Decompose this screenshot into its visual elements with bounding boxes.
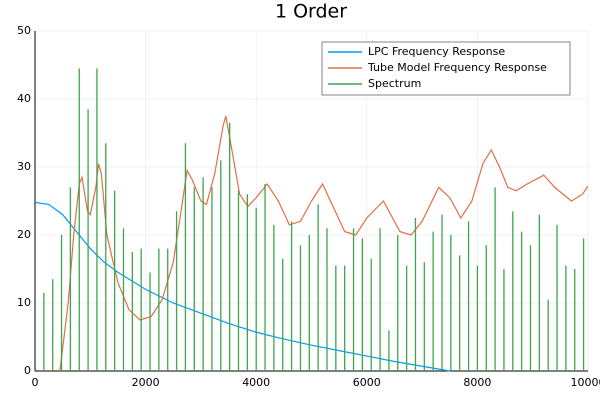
x-tick-label: 8000 <box>463 376 491 389</box>
x-tick-label: 10000 <box>571 376 600 389</box>
y-tick-label: 50 <box>17 24 31 37</box>
y-tick-label: 20 <box>17 228 31 241</box>
chart-title: 1 Order <box>275 1 347 23</box>
x-tick-label: 2000 <box>132 376 160 389</box>
y-tick-label: 0 <box>24 364 31 377</box>
legend-label: Spectrum <box>368 77 421 90</box>
x-tick-label: 0 <box>32 376 39 389</box>
x-tick-label: 4000 <box>242 376 270 389</box>
x-tick-label: 6000 <box>353 376 381 389</box>
legend-label: LPC Frequency Response <box>368 45 505 58</box>
y-tick-label: 40 <box>17 92 31 105</box>
legend-label: Tube Model Frequency Response <box>367 61 547 74</box>
y-tick-label: 30 <box>17 160 31 173</box>
line-series <box>34 201 450 372</box>
y-tick-label: 10 <box>17 296 31 309</box>
legend-box <box>321 41 571 96</box>
line-series <box>59 115 589 372</box>
